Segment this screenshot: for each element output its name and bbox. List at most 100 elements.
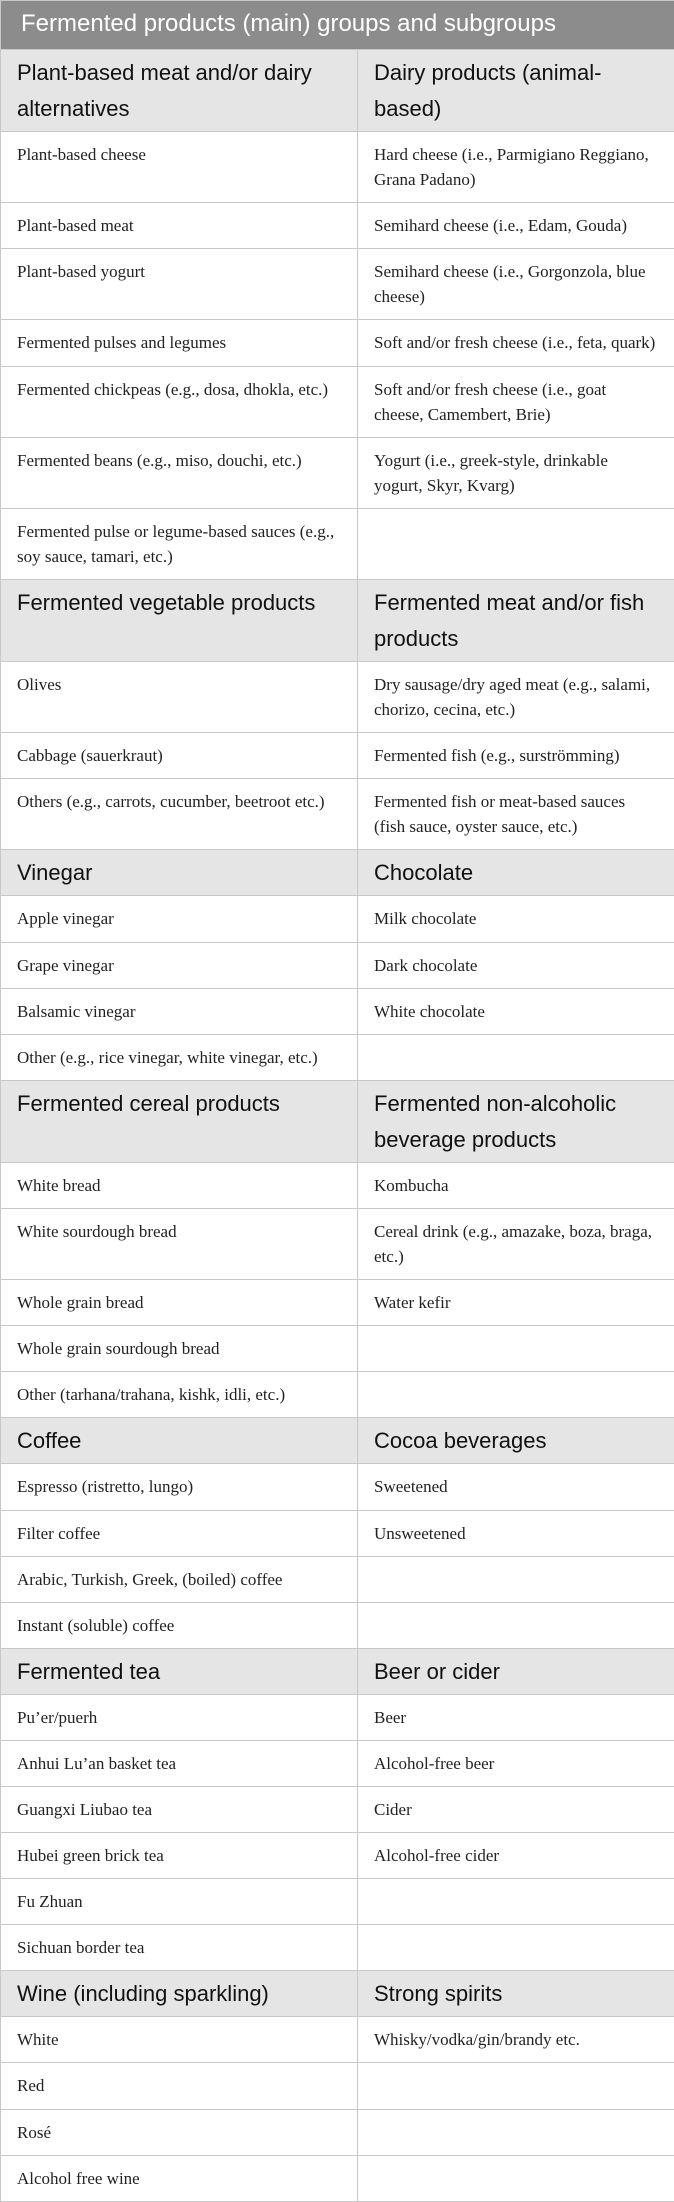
subgroup-cell-right: Fermented fish (e.g., surströmming) — [356, 732, 674, 780]
group-heading-left: Vinegar — [0, 849, 358, 897]
table-row: Other (e.g., rice vinegar, white vinegar… — [0, 1033, 674, 1081]
subgroup-cell-left: Hubei green brick tea — [0, 1832, 358, 1880]
table-row: Arabic, Turkish, Greek, (boiled) coffee — [0, 1555, 674, 1603]
table-row: Fermented beans (e.g., miso, douchi, etc… — [0, 436, 674, 509]
subgroup-cell-left: Filter coffee — [0, 1509, 358, 1557]
group-heading-row: Vinegar Chocolate — [0, 849, 674, 897]
subgroup-cell-right: Semihard cheese (i.e., Edam, Gouda) — [356, 202, 674, 250]
subgroup-cell-right — [356, 2154, 674, 2202]
subgroup-cell-left: Whole grain bread — [0, 1279, 358, 1327]
group-heading-left: Coffee — [0, 1417, 358, 1465]
table-row: Fermented pulse or legume-based sauces (… — [0, 507, 674, 580]
subgroup-cell-right: Cider — [356, 1785, 674, 1834]
group-heading-left: Fermented cereal products — [0, 1079, 358, 1163]
subgroup-cell-left: Fu Zhuan — [0, 1878, 358, 1926]
subgroup-cell-right: Dark chocolate — [356, 941, 674, 989]
group-heading-right: Dairy products (animal-based) — [356, 48, 674, 133]
group-heading-row: Wine (including sparkling) Strong spirits — [0, 1970, 674, 2018]
table-row: Fu Zhuan — [0, 1878, 674, 1926]
table-row: Hubei green brick tea Alcohol-free cider — [0, 1832, 674, 1880]
table-row: Cabbage (sauerkraut) Fermented fish (e.g.… — [0, 732, 674, 780]
subgroup-cell-left: Espresso (ristretto, lungo) — [0, 1463, 358, 1511]
table-row: Instant (soluble) coffee — [0, 1601, 674, 1649]
group-heading-left: Fermented tea — [0, 1647, 358, 1695]
subgroup-cell-right: Unsweetened — [356, 1509, 674, 1557]
subgroup-cell-left: Plant-based meat — [0, 202, 358, 250]
table-row: Apple vinegar Milk chocolate — [0, 895, 674, 943]
subgroup-cell-left: Plant-based yogurt — [0, 248, 358, 321]
table-row: Plant-based yogurt Semihard cheese (i.e.,… — [0, 248, 674, 321]
table-row: Fermented pulses and legumes Soft and/or … — [0, 319, 674, 367]
table-row: Whole grain bread Water kefir — [0, 1279, 674, 1327]
subgroup-cell-left: Olives — [0, 661, 358, 734]
subgroup-cell-left: Whole grain sourdough bread — [0, 1325, 358, 1373]
subgroup-cell-right: Beer — [356, 1693, 674, 1741]
subgroup-cell-right — [356, 2108, 674, 2156]
table-row: White Whisky/vodka/gin/brandy etc. — [0, 2016, 674, 2064]
subgroup-cell-left: Anhui Lu’an basket tea — [0, 1739, 358, 1787]
subgroup-cell-left: Fermented pulse or legume-based sauces (… — [0, 507, 358, 580]
subgroup-cell-left: Instant (soluble) coffee — [0, 1601, 358, 1649]
subgroup-cell-right: Soft and/or fresh cheese (i.e., goat che… — [356, 365, 674, 438]
subgroup-cell-left: Pu’er/puerh — [0, 1693, 358, 1741]
subgroup-cell-right: Semihard cheese (i.e., Gorgonzola, blue … — [356, 248, 674, 321]
subgroup-cell-left: Rosé — [0, 2108, 358, 2156]
table-row: Alcohol free wine — [0, 2154, 674, 2202]
subgroup-cell-right: Alcohol-free cider — [356, 1832, 674, 1880]
subgroup-cell-right — [356, 1325, 674, 1373]
subgroup-cell-right: Milk chocolate — [356, 895, 674, 943]
table-row: Red — [0, 2062, 674, 2110]
subgroup-cell-left: Fermented pulses and legumes — [0, 319, 358, 367]
subgroup-cell-right: Alcohol-free beer — [356, 1739, 674, 1787]
table-row: Filter coffee Unsweetened — [0, 1509, 674, 1557]
subgroup-cell-right: Hard cheese (i.e., Parmigiano Reggiano, … — [356, 131, 674, 204]
subgroup-cell-right — [356, 1033, 674, 1081]
subgroup-cell-left: Cabbage (sauerkraut) — [0, 732, 358, 780]
table-row: Fermented chickpeas (e.g., dosa, dhokla,… — [0, 365, 674, 438]
group-heading-right: Cocoa beverages — [356, 1417, 674, 1465]
group-heading-right: Strong spirits — [356, 1970, 674, 2018]
table-row: White sourdough bread Cereal drink (e.g.,… — [0, 1207, 674, 1281]
table-title: Fermented products (main) groups and sub… — [0, 0, 674, 50]
table-row: Other (tarhana/trahana, kishk, idli, etc… — [0, 1371, 674, 1419]
group-heading-row: Plant-based meat and/or dairy alternativ… — [0, 48, 674, 133]
subgroup-cell-left: Plant-based cheese — [0, 131, 358, 204]
subgroup-cell-left: Others (e.g., carrots, cucumber, beetroo… — [0, 778, 358, 851]
group-heading-left: Fermented vegetable products — [0, 578, 358, 663]
subgroup-cell-right — [356, 507, 674, 580]
subgroup-cell-right: Water kefir — [356, 1279, 674, 1327]
subgroup-cell-right: Soft and/or fresh cheese (i.e., feta, qu… — [356, 319, 674, 367]
table-row: Balsamic vinegar White chocolate — [0, 987, 674, 1035]
table-row: Whole grain sourdough bread — [0, 1325, 674, 1373]
subgroup-cell-left: White — [0, 2016, 358, 2064]
subgroup-cell-right — [356, 2062, 674, 2110]
subgroup-cell-right: Fermented fish or meat-based sauces (fis… — [356, 778, 674, 851]
subgroup-cell-right — [356, 1601, 674, 1649]
subgroup-cell-right — [356, 1371, 674, 1419]
table-row: Sichuan border tea — [0, 1924, 674, 1972]
subgroup-cell-left: Sichuan border tea — [0, 1924, 358, 1972]
table-row: Grape vinegar Dark chocolate — [0, 941, 674, 989]
subgroup-cell-left: Other (tarhana/trahana, kishk, idli, etc… — [0, 1371, 358, 1419]
subgroup-cell-right: Dry sausage/dry aged meat (e.g., salami,… — [356, 661, 674, 734]
subgroup-cell-left: Arabic, Turkish, Greek, (boiled) coffee — [0, 1555, 358, 1603]
subgroup-cell-left: Apple vinegar — [0, 895, 358, 943]
group-heading-right: Chocolate — [356, 849, 674, 897]
subgroup-cell-right: Sweetened — [356, 1463, 674, 1511]
table-row: Plant-based meat Semihard cheese (i.e., E… — [0, 202, 674, 250]
subgroup-cell-left: Alcohol free wine — [0, 2154, 358, 2202]
subgroup-cell-right — [356, 1555, 674, 1603]
subgroup-cell-right: Cereal drink (e.g., amazake, boza, braga… — [356, 1207, 674, 1281]
table-title-row: Fermented products (main) groups and sub… — [0, 0, 674, 50]
subgroup-cell-left: Grape vinegar — [0, 941, 358, 989]
subgroup-cell-left: White bread — [0, 1161, 358, 1210]
subgroup-cell-right — [356, 1878, 674, 1926]
subgroup-cell-left: Fermented chickpeas (e.g., dosa, dhokla,… — [0, 365, 358, 438]
table-row: White bread Kombucha — [0, 1161, 674, 1210]
table-row: Guangxi Liubao tea Cider — [0, 1785, 674, 1834]
group-heading-left: Wine (including sparkling) — [0, 1970, 358, 2018]
group-heading-right: Beer or cider — [356, 1647, 674, 1695]
subgroup-cell-left: Balsamic vinegar — [0, 987, 358, 1035]
table-row: Espresso (ristretto, lungo) Sweetened — [0, 1463, 674, 1511]
